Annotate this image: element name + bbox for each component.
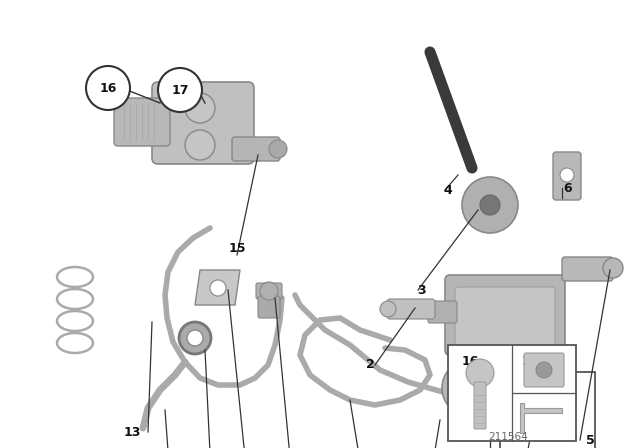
Circle shape (560, 168, 574, 182)
Circle shape (480, 195, 500, 215)
Text: 211564: 211564 (488, 432, 528, 442)
FancyBboxPatch shape (474, 382, 486, 429)
FancyBboxPatch shape (387, 299, 435, 319)
Circle shape (185, 93, 215, 123)
Polygon shape (195, 270, 240, 305)
Bar (500, 372, 595, 448)
Text: 17: 17 (172, 83, 189, 96)
FancyBboxPatch shape (553, 152, 581, 200)
FancyBboxPatch shape (152, 82, 254, 164)
FancyBboxPatch shape (114, 98, 170, 146)
Text: 17: 17 (522, 355, 540, 368)
Text: 13: 13 (124, 426, 141, 439)
FancyBboxPatch shape (445, 275, 565, 355)
Text: 6: 6 (564, 181, 572, 194)
FancyBboxPatch shape (232, 137, 280, 161)
FancyBboxPatch shape (562, 257, 613, 281)
Circle shape (187, 330, 203, 346)
Circle shape (269, 140, 287, 158)
Circle shape (462, 177, 518, 233)
Circle shape (603, 258, 623, 278)
FancyBboxPatch shape (455, 287, 555, 345)
Circle shape (460, 378, 480, 398)
Circle shape (158, 68, 202, 112)
Text: 2: 2 (365, 358, 374, 371)
FancyBboxPatch shape (428, 301, 457, 323)
Circle shape (179, 322, 211, 354)
Circle shape (442, 360, 498, 416)
Text: 3: 3 (417, 284, 426, 297)
Circle shape (185, 130, 215, 160)
FancyBboxPatch shape (473, 346, 507, 366)
FancyBboxPatch shape (524, 353, 564, 387)
Text: 4: 4 (444, 184, 452, 197)
Circle shape (466, 359, 494, 387)
Circle shape (210, 280, 226, 296)
Text: 5: 5 (586, 434, 595, 447)
Circle shape (86, 66, 130, 110)
Text: 16: 16 (462, 355, 479, 368)
Circle shape (480, 346, 500, 366)
FancyBboxPatch shape (258, 296, 280, 318)
FancyBboxPatch shape (256, 283, 282, 299)
Bar (448, 345, 576, 441)
Circle shape (380, 301, 396, 317)
Polygon shape (520, 403, 562, 433)
Text: 15: 15 (228, 241, 246, 254)
Circle shape (536, 362, 552, 378)
Circle shape (260, 282, 278, 300)
Text: 16: 16 (99, 82, 116, 95)
